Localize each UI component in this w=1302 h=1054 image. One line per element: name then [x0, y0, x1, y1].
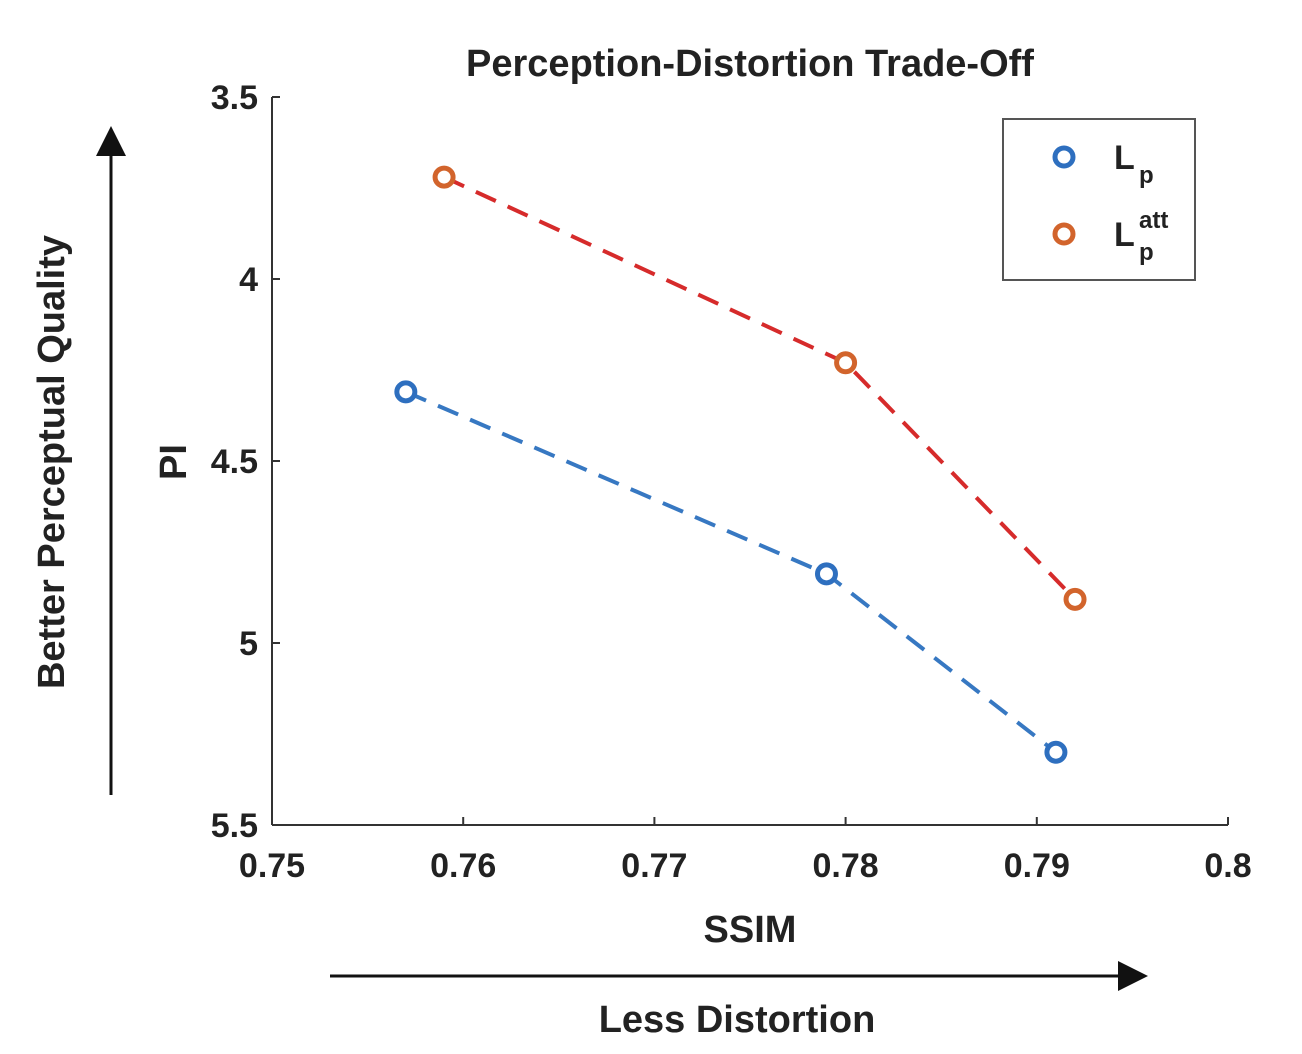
x-ticks: 0.75 0.76 0.77 0.78 0.79 0.8: [239, 817, 1252, 885]
legend-subscript-0: p: [1139, 162, 1154, 189]
x-tick-label: 0.78: [813, 847, 879, 885]
legend-marker-0: [1052, 145, 1076, 169]
data-point-1-2: [1063, 587, 1087, 611]
legend-label-1: L: [1114, 216, 1135, 254]
x-tick-label: 0.77: [621, 847, 687, 885]
data-point-1-1: [834, 351, 858, 375]
y-tick-label: 5.5: [211, 807, 258, 845]
y-axis-label: PI: [153, 444, 195, 480]
x-tick-label: 0.79: [1004, 847, 1070, 885]
data-point-0-2: [1044, 740, 1068, 764]
legend-subscript-1: p: [1139, 239, 1154, 266]
left-arrow-label: Better Perceptual Quality: [31, 235, 73, 689]
legend-label-0: L: [1114, 139, 1135, 177]
y-tick-label: 5: [239, 625, 258, 663]
x-tick-label: 0.75: [239, 847, 305, 885]
y-ticks: 3.5 4 4.5 5 5.5: [211, 79, 280, 845]
y-tick-label: 4: [239, 261, 258, 299]
legend-superscript-1: att: [1139, 207, 1168, 234]
data-point-0-1: [814, 562, 838, 586]
y-tick-label: 3.5: [211, 79, 258, 117]
plot-area: [394, 165, 1087, 764]
legend-marker-1: [1052, 222, 1076, 246]
y-tick-label: 4.5: [211, 443, 258, 481]
series-line-1: [443, 175, 1077, 601]
x-tick-label: 0.8: [1204, 847, 1251, 885]
axes: 0.75 0.76 0.77 0.78 0.79 0.8 3.5 4 4.5 5 5.5: [211, 79, 1252, 885]
x-axis-label: SSIM: [704, 909, 797, 951]
x-tick-label: 0.76: [430, 847, 496, 885]
chart-title: Perception-Distortion Trade-Off: [466, 43, 1034, 85]
legend-box: [1002, 118, 1196, 281]
data-point-1-0: [432, 165, 456, 189]
data-point-0-0: [394, 380, 418, 404]
bottom-arrow-label: Less Distortion: [599, 999, 876, 1041]
series-line-0: [405, 390, 1058, 754]
